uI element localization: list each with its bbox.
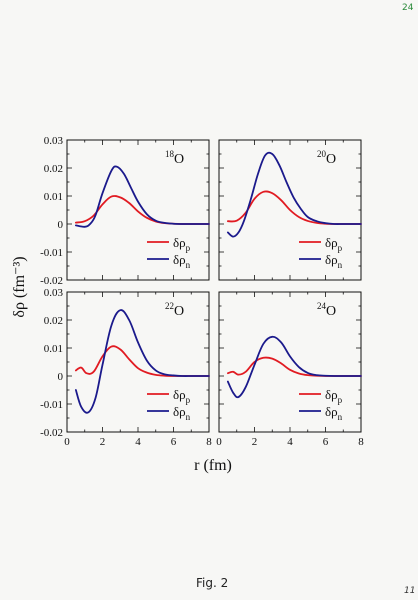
y-tick-label: 0.02 [44, 163, 63, 175]
y-tick-label: 0.01 [44, 191, 63, 203]
page-number-bottom: 11 [404, 586, 416, 596]
y-tick-label: 0 [58, 371, 64, 383]
figure-caption: Fig. 2 [196, 576, 229, 590]
panel-title-element: O [326, 304, 336, 319]
panel-frame [66, 291, 210, 433]
y-tick-label: -0.02 [40, 275, 63, 287]
x-tick-label: 8 [358, 436, 364, 448]
y-axis-label: δρ (fm⁻³) [11, 256, 28, 317]
series-line-neutron [226, 335, 362, 399]
panel-title-element: O [326, 152, 336, 167]
y-tick-label: 0.01 [44, 343, 63, 355]
x-tick-label: 2 [252, 436, 258, 448]
panels-group: 0.030.020.010-0.01-0.0218Oδρpδρn20Oδρpδρ… [40, 135, 364, 448]
legend-label-proton: δρp [173, 235, 191, 253]
panel-frame [218, 291, 362, 433]
x-tick-label: 8 [206, 436, 212, 448]
y-tick-label: -0.01 [40, 247, 63, 259]
panel-title-mass: 24 [317, 301, 327, 311]
y-tick-label: 0.02 [44, 315, 63, 327]
series-line-neutron [74, 309, 210, 414]
panel-title-mass: 22 [165, 301, 174, 311]
legend-label-neutron: δρn [325, 404, 343, 422]
legend-label-neutron: δρn [173, 404, 191, 422]
y-tick-label: 0.03 [44, 287, 64, 299]
panel-title-element: O [174, 152, 184, 167]
legend-label-neutron: δρn [173, 252, 191, 270]
x-tick-label: 6 [171, 436, 177, 448]
x-tick-label: 2 [100, 436, 106, 448]
y-tick-label: -0.01 [40, 399, 63, 411]
panel-frame [66, 139, 210, 281]
x-axis-label: r (fm) [194, 457, 232, 474]
panel-title-mass: 18 [165, 149, 175, 159]
y-tick-label: 0.03 [44, 135, 64, 147]
x-tick-label: 4 [287, 436, 293, 448]
panel-title-element: O [174, 304, 184, 319]
x-tick-label: 6 [323, 436, 329, 448]
y-tick-label: -0.02 [40, 427, 63, 439]
x-tick-label: 4 [135, 436, 141, 448]
legend-label-neutron: δρn [325, 252, 343, 270]
page-number-top: 24 [402, 3, 414, 13]
panel-title-mass: 20 [317, 149, 327, 159]
panel-title: 22O [165, 301, 184, 319]
legend-label-proton: δρp [173, 387, 191, 405]
panel-title: 24O [317, 301, 336, 319]
panel-title: 18O [165, 149, 184, 167]
x-tick-label: 0 [64, 436, 70, 448]
legend-label-proton: δρp [325, 387, 343, 405]
series-line-neutron [226, 151, 362, 238]
legend-label-proton: δρp [325, 235, 343, 253]
panel-title: 20O [317, 149, 336, 167]
y-tick-label: 0 [58, 219, 64, 231]
series-line-proton [226, 356, 362, 377]
series-line-neutron [74, 165, 210, 228]
x-tick-label: 0 [216, 436, 222, 448]
